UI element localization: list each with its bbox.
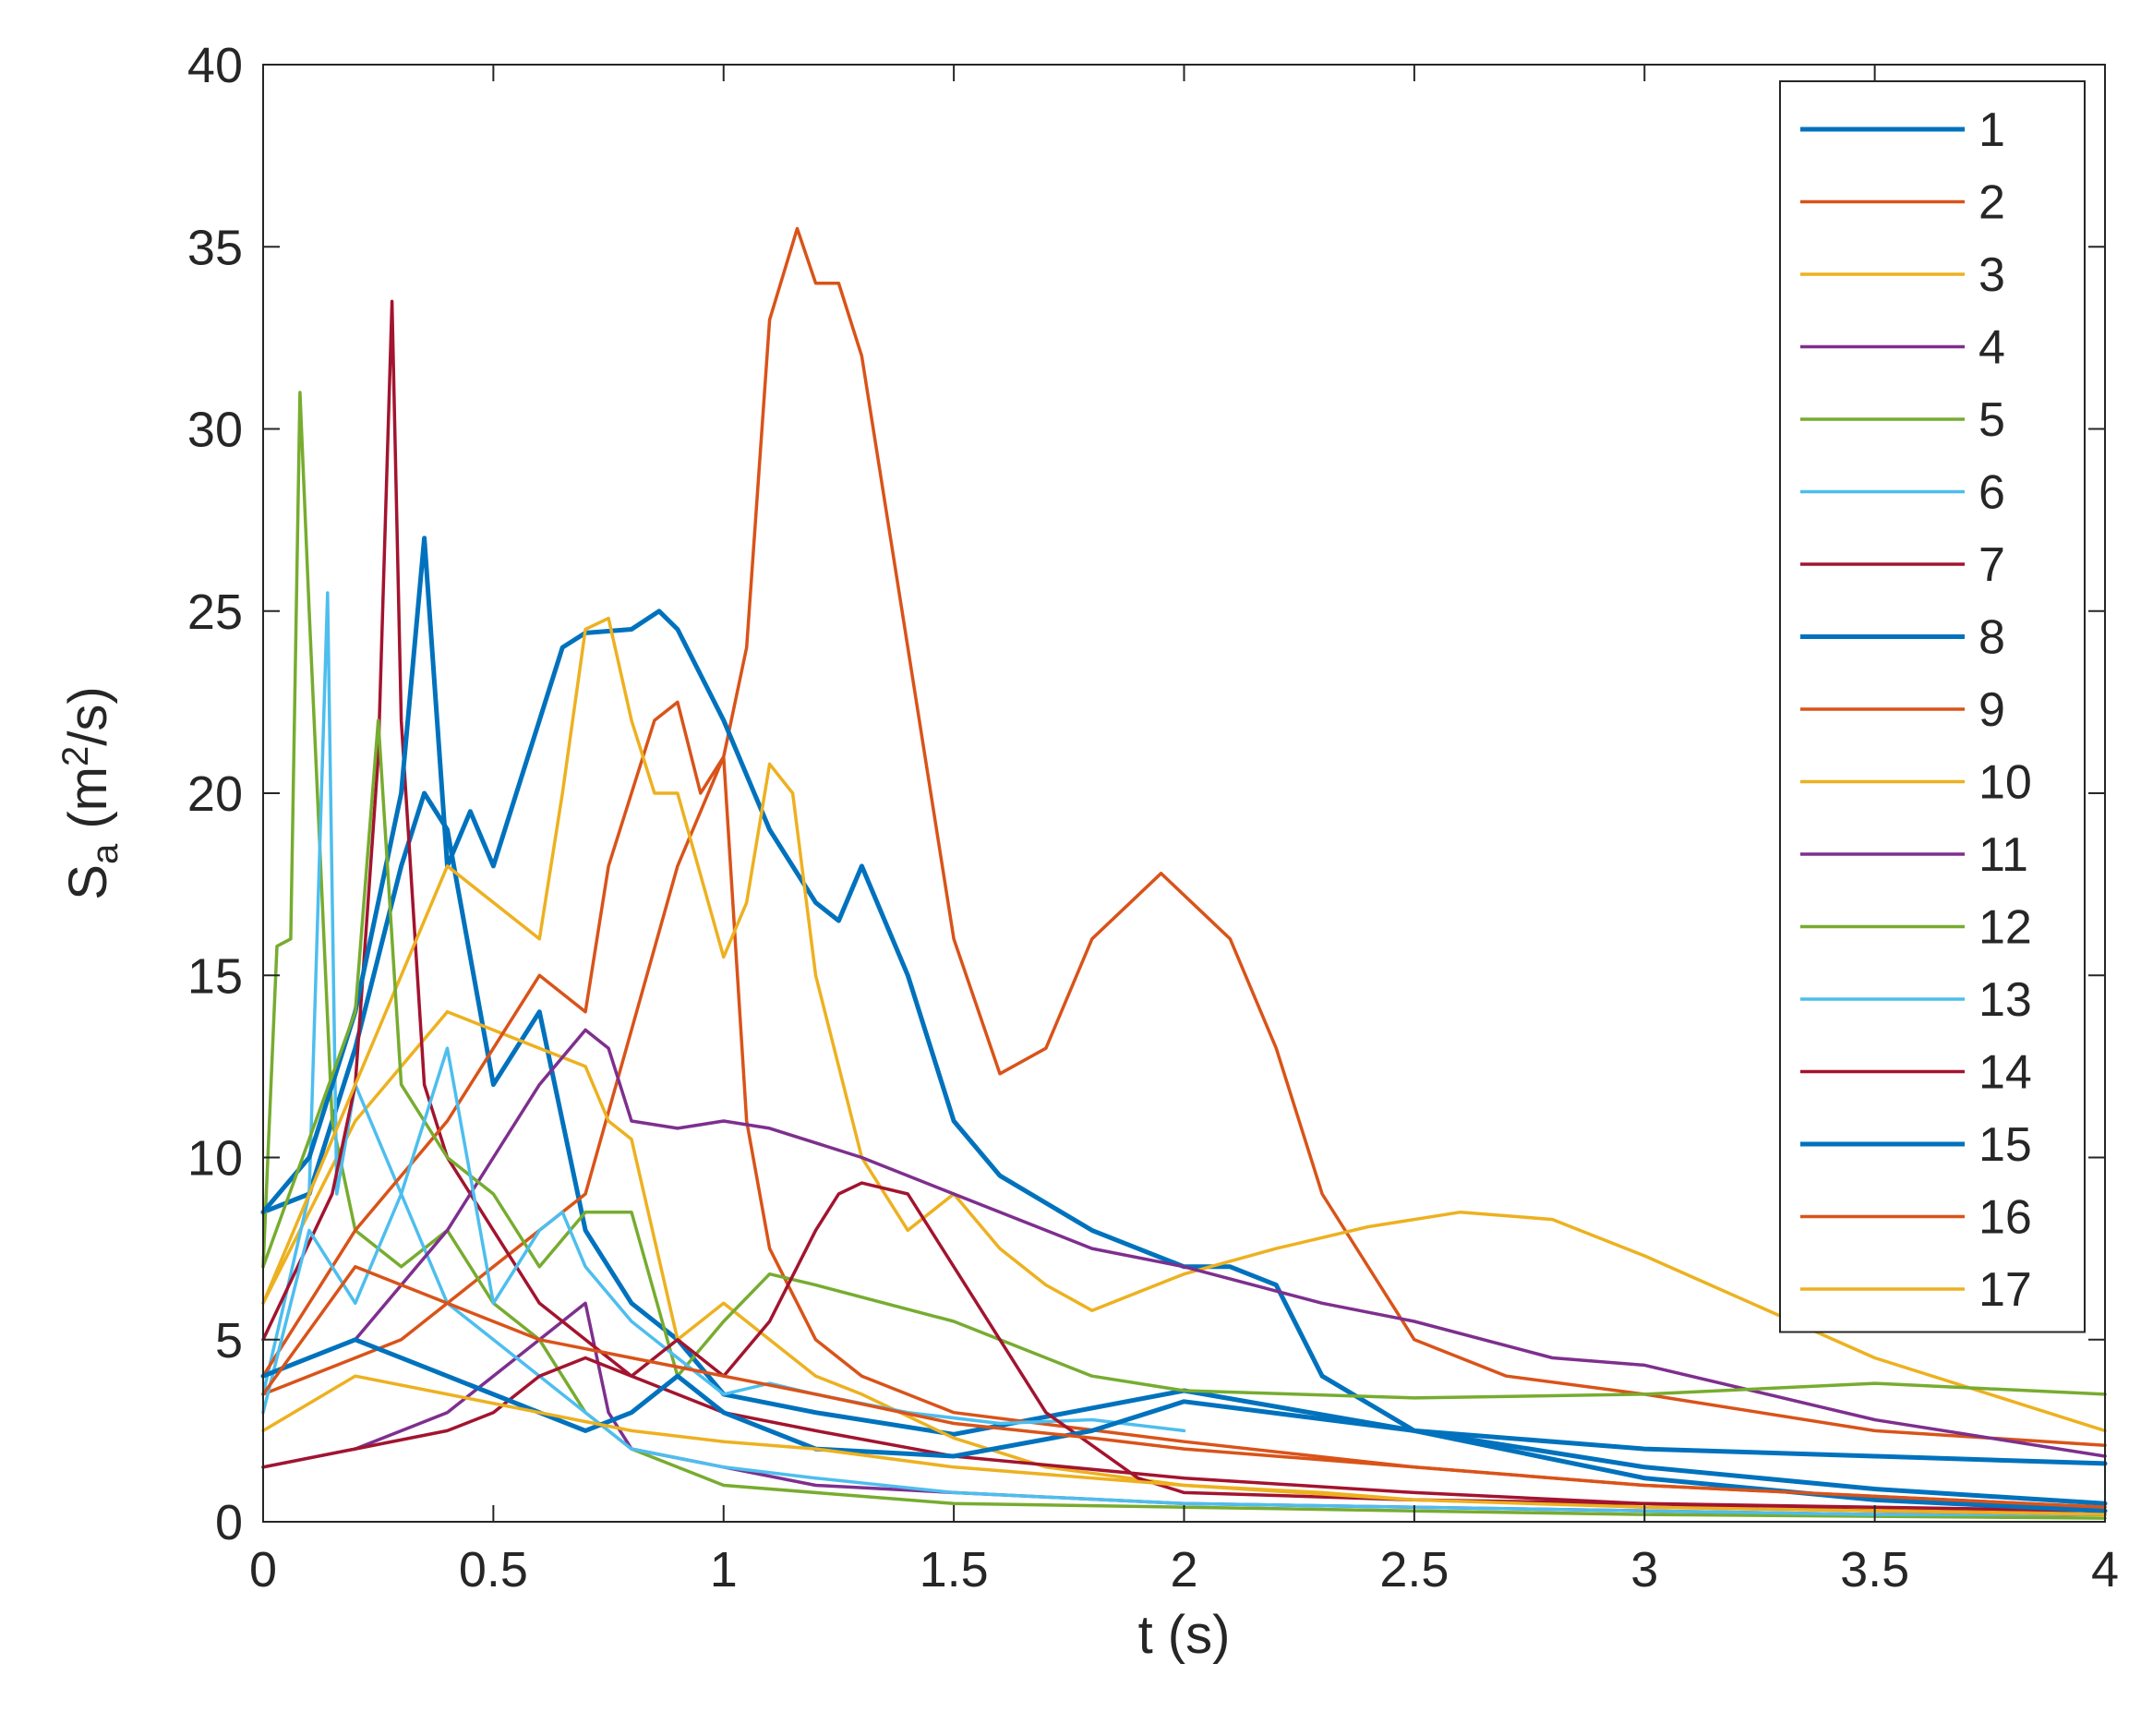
series-line-16 [261, 1265, 2107, 1509]
series-line-12 [261, 718, 2107, 1400]
y-tick-label: 0 [215, 1495, 243, 1550]
y-tick-label: 10 [187, 1131, 243, 1187]
series-line-11 [261, 1028, 2107, 1458]
legend-label-1: 1 [1979, 103, 2005, 157]
x-tick-label: 2.5 [1379, 1542, 1449, 1597]
series-line-8 [260, 536, 2108, 1506]
y-tick-label: 35 [187, 220, 243, 275]
x-tick-label: 1 [710, 1542, 738, 1597]
legend-label-3: 3 [1979, 248, 2005, 302]
legend-label-10: 10 [1979, 756, 2032, 810]
x-ticks: 0 0.5 1 1.5 2 2.5 3 3.5 4 [249, 65, 2119, 1597]
y-tick-label: 15 [187, 948, 243, 1004]
y-axis-label: Sa (m2/s) [55, 686, 126, 899]
series-line-7 [261, 299, 2107, 1516]
x-tick-label: 3 [1630, 1542, 1658, 1597]
legend-label-7: 7 [1979, 538, 2005, 592]
x-tick-label: 0 [249, 1542, 277, 1597]
x-tick-label: 2 [1170, 1542, 1197, 1597]
y-axis-label-main: S [58, 864, 118, 900]
series-line-15 [260, 1337, 2108, 1513]
y-tick-label: 20 [187, 766, 243, 822]
x-tick-label: 4 [2091, 1542, 2119, 1597]
legend-label-14: 14 [1979, 1046, 2032, 1100]
legend-label-2: 2 [1979, 176, 2005, 230]
y-axis-label-open: (m [58, 766, 118, 844]
legend-label-13: 13 [1979, 973, 2032, 1027]
y-tick-label: 5 [215, 1313, 243, 1368]
legend-label-16: 16 [1979, 1191, 2032, 1245]
legend-label-15: 15 [1979, 1118, 2032, 1172]
x-tick-label: 1.5 [920, 1542, 989, 1597]
series-line-14 [261, 1181, 2107, 1513]
legend-label-5: 5 [1979, 393, 2005, 447]
legend-label-9: 9 [1979, 683, 2005, 737]
series-line-2 [261, 226, 2107, 1447]
legend-label-12: 12 [1979, 901, 2032, 955]
legend-label-4: 4 [1979, 321, 2005, 375]
y-tick-label: 30 [187, 403, 243, 458]
legend-label-8: 8 [1979, 611, 2005, 665]
series-line-10 [261, 616, 2107, 1433]
series-group [260, 226, 2108, 1520]
legend-label-17: 17 [1979, 1263, 2032, 1317]
legend-box [1779, 80, 2086, 1333]
y-axis-label-close: /s) [58, 686, 118, 745]
y-tick-label: 25 [187, 585, 243, 640]
legend-label-6: 6 [1979, 466, 2005, 520]
series-line-5 [261, 391, 2107, 1520]
legend-label-11: 11 [1979, 828, 2028, 882]
x-tick-label: 3.5 [1840, 1542, 1909, 1597]
x-axis-label: t (s) [1138, 1605, 1231, 1665]
y-axis-label-superscript: 2 [55, 746, 96, 766]
x-tick-label: 0.5 [459, 1542, 528, 1597]
series-line-13 [261, 1046, 1186, 1433]
y-axis-label-subscript: a [85, 843, 126, 864]
y-tick-label: 40 [187, 38, 243, 93]
series-line-9 [261, 700, 2107, 1509]
